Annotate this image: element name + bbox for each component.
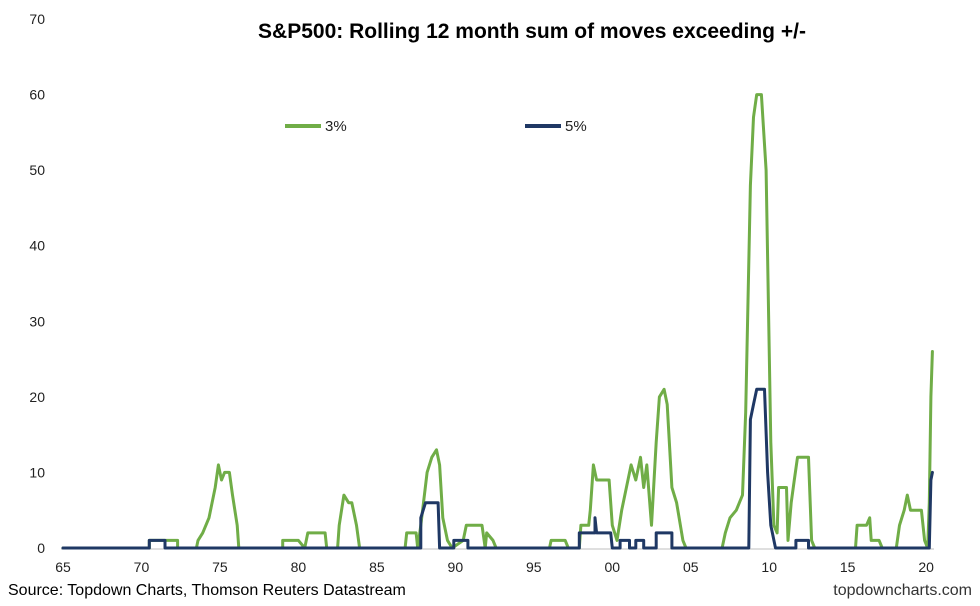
series-line-0 [61, 93, 934, 550]
x-tick-label: 10 [761, 559, 777, 575]
x-tick-label: 80 [291, 559, 307, 575]
brand-watermark: topdowncharts.com [833, 582, 972, 599]
legend-label: 3% [325, 118, 347, 135]
x-tick-label: 05 [683, 559, 699, 575]
chart: S&P500: Rolling 12 month sum of moves ex… [29, 11, 934, 575]
y-tick-label: 30 [29, 313, 45, 329]
series-layer [61, 93, 934, 550]
y-tick-label: 70 [29, 11, 45, 27]
x-tick-label: 00 [604, 559, 620, 575]
y-axis: 0 10 20 30 40 50 60 70 [29, 11, 45, 556]
x-tick-label: 90 [448, 559, 464, 575]
chart-title: S&P500: Rolling 12 month sum of moves ex… [258, 20, 806, 43]
x-tick-label: 70 [134, 559, 150, 575]
y-tick-label: 0 [37, 540, 45, 556]
x-tick-label: 75 [212, 559, 228, 575]
x-tick-label: 15 [840, 559, 856, 575]
y-tick-label: 20 [29, 389, 45, 405]
series-line-1 [61, 387, 934, 550]
x-axis: 65 70 75 80 85 90 95 00 05 10 15 20 [55, 559, 934, 575]
y-tick-label: 60 [29, 87, 45, 103]
y-tick-label: 50 [29, 162, 45, 178]
x-tick-label: 65 [55, 559, 71, 575]
y-tick-label: 40 [29, 238, 45, 254]
source-note: Source: Topdown Charts, Thomson Reuters … [8, 582, 406, 599]
legend-label: 5% [565, 118, 587, 135]
y-tick-label: 10 [29, 464, 45, 480]
x-tick-label: 85 [369, 559, 385, 575]
legend: 3% 5% [285, 118, 587, 135]
x-tick-label: 20 [918, 559, 934, 575]
x-tick-label: 95 [526, 559, 542, 575]
